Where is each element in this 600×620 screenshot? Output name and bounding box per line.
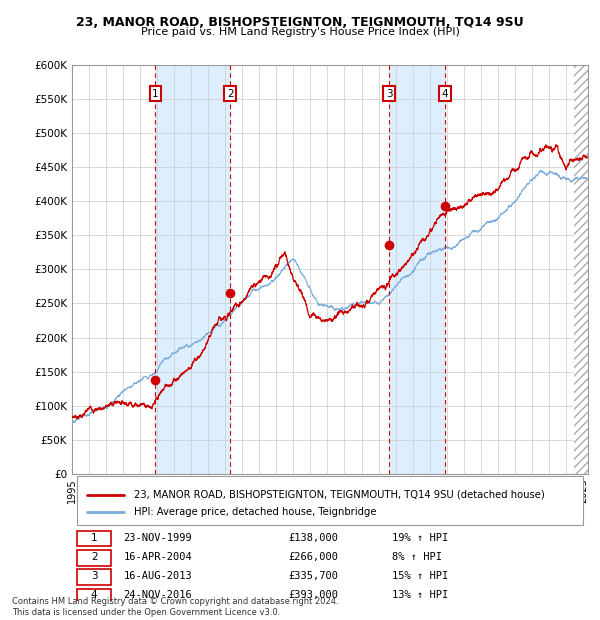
FancyBboxPatch shape <box>77 531 110 546</box>
FancyBboxPatch shape <box>77 570 110 585</box>
Text: 3: 3 <box>91 571 98 581</box>
Text: 23-NOV-1999: 23-NOV-1999 <box>124 533 193 542</box>
Bar <box>574 65 596 474</box>
Text: HPI: Average price, detached house, Teignbridge: HPI: Average price, detached house, Teig… <box>134 507 376 517</box>
Text: £335,700: £335,700 <box>289 571 339 581</box>
Text: £393,000: £393,000 <box>289 590 339 600</box>
Text: 4: 4 <box>442 89 448 99</box>
Bar <box>574 65 596 474</box>
Text: 1: 1 <box>91 533 98 542</box>
Bar <box>389 65 445 474</box>
Text: 1: 1 <box>152 89 159 99</box>
Text: 23, MANOR ROAD, BISHOPSTEIGNTON, TEIGNMOUTH, TQ14 9SU (detached house): 23, MANOR ROAD, BISHOPSTEIGNTON, TEIGNMO… <box>134 490 545 500</box>
FancyBboxPatch shape <box>77 588 110 604</box>
Text: 24-NOV-2016: 24-NOV-2016 <box>124 590 193 600</box>
Text: Price paid vs. HM Land Registry's House Price Index (HPI): Price paid vs. HM Land Registry's House … <box>140 27 460 37</box>
Text: 2: 2 <box>227 89 233 99</box>
Text: 15% ↑ HPI: 15% ↑ HPI <box>392 571 448 581</box>
Text: 8% ↑ HPI: 8% ↑ HPI <box>392 552 442 562</box>
FancyBboxPatch shape <box>77 551 110 565</box>
Bar <box>155 65 230 474</box>
Text: 19% ↑ HPI: 19% ↑ HPI <box>392 533 448 542</box>
Text: 23, MANOR ROAD, BISHOPSTEIGNTON, TEIGNMOUTH, TQ14 9SU: 23, MANOR ROAD, BISHOPSTEIGNTON, TEIGNMO… <box>76 16 524 29</box>
Text: 4: 4 <box>91 590 98 600</box>
Text: 16-APR-2004: 16-APR-2004 <box>124 552 193 562</box>
Text: £138,000: £138,000 <box>289 533 339 542</box>
Text: 2: 2 <box>91 552 98 562</box>
Text: 3: 3 <box>386 89 392 99</box>
FancyBboxPatch shape <box>77 476 583 525</box>
Text: Contains HM Land Registry data © Crown copyright and database right 2024.
This d: Contains HM Land Registry data © Crown c… <box>12 598 338 617</box>
Text: 13% ↑ HPI: 13% ↑ HPI <box>392 590 448 600</box>
Text: £266,000: £266,000 <box>289 552 339 562</box>
Text: 16-AUG-2013: 16-AUG-2013 <box>124 571 193 581</box>
